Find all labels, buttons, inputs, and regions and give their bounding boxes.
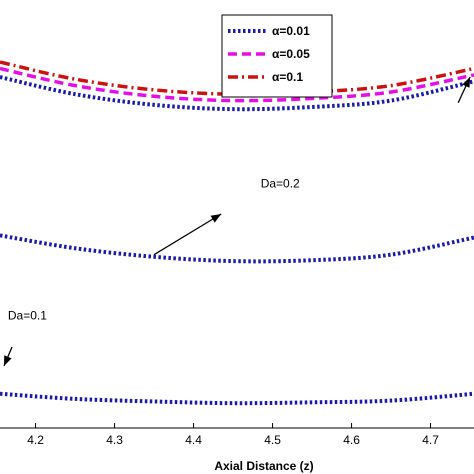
series-line-4 (0, 233, 474, 264)
plot-lines (0, 60, 474, 406)
arrows (3, 76, 471, 367)
annotations: Da=0.2 Da=0.1 (8, 176, 300, 322)
legend-box (221, 14, 333, 98)
x-axis-title: Axial Distance (z) (214, 459, 313, 473)
legend: α=0.01 α=0.05 α=0.1 (221, 14, 333, 98)
annotation-arrowhead (210, 214, 222, 223)
series-line-1 (0, 75, 474, 112)
x-tick-label: 4.3 (106, 433, 123, 447)
annotation-arrow (153, 213, 222, 256)
legend-label: α=0.1 (272, 70, 303, 84)
legend-label: α=0.01 (272, 24, 310, 38)
x-tick-label: 4.5 (264, 433, 281, 447)
legend-items: α=0.01 α=0.05 α=0.1 (228, 24, 310, 84)
x-tick-label: 4.7 (422, 433, 439, 447)
x-tick-label: 4.4 (185, 433, 202, 447)
series-line-5 (0, 391, 474, 406)
x-tick-label: 4.6 (343, 433, 360, 447)
series-line-2 (0, 66, 474, 103)
annotation-label: Da=0.1 (8, 309, 47, 323)
annotation-arrowhead (462, 77, 471, 88)
annotation-arrowhead (4, 355, 12, 366)
legend-label: α=0.05 (272, 47, 310, 61)
annotation-label: Da=0.2 (261, 176, 300, 190)
x-tick-label: 4.2 (27, 433, 44, 447)
x-ticks: 4.2 4.3 4.4 4.5 4.6 4.7 (27, 423, 439, 447)
